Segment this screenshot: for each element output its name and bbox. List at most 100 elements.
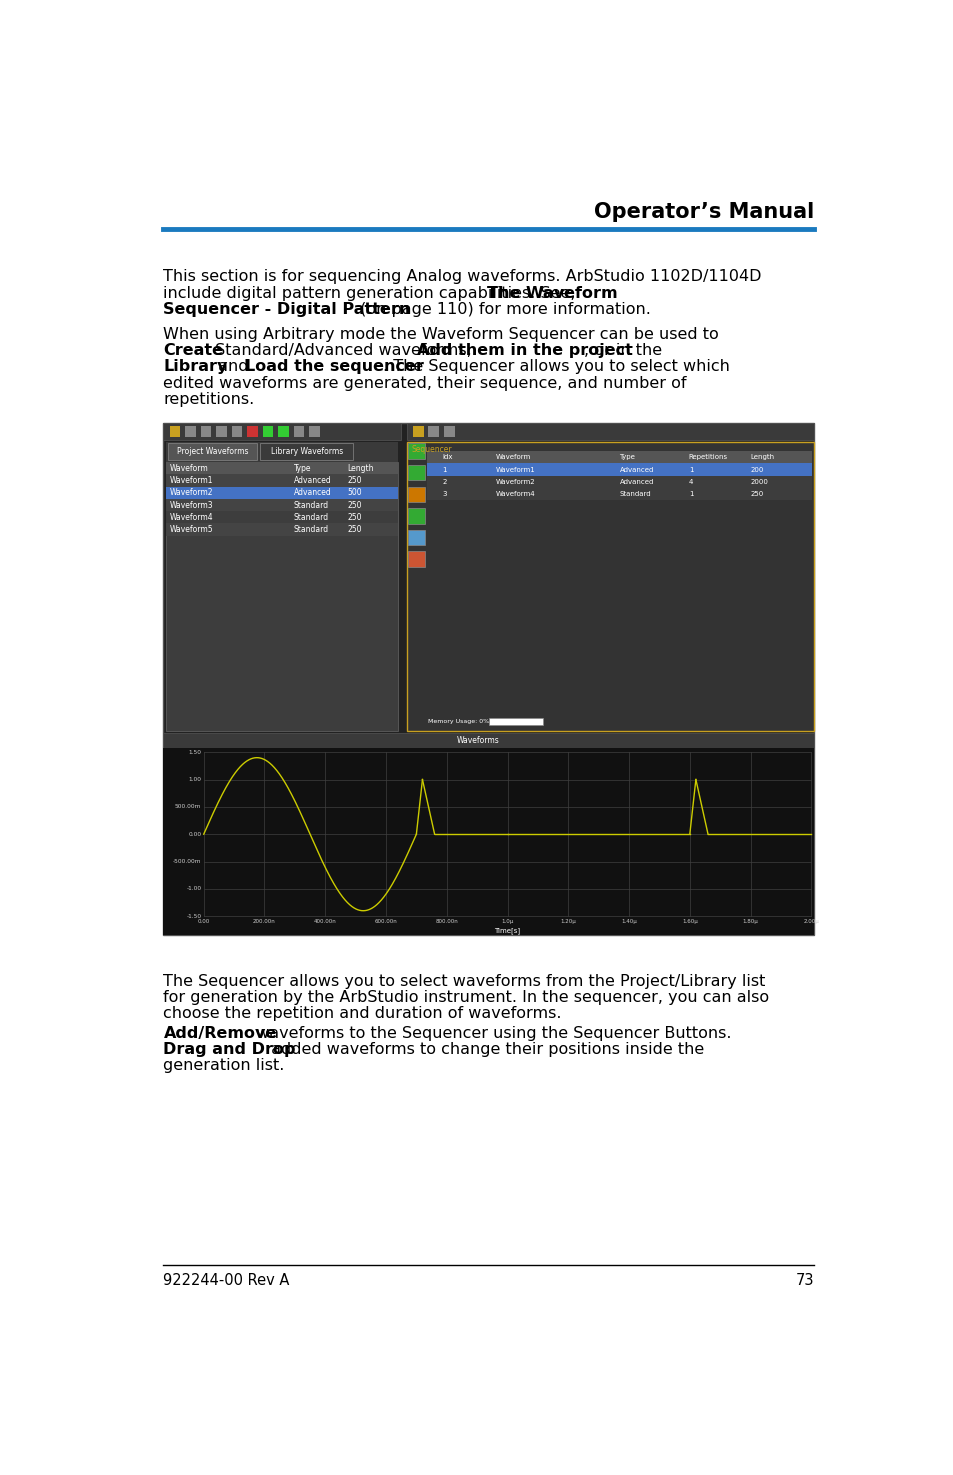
Text: Create: Create (163, 344, 223, 358)
Bar (247, 426, 257, 437)
Bar (428, 426, 439, 437)
Text: (on page 110) for more information.: (on page 110) for more information. (355, 302, 650, 317)
Text: Standard: Standard (294, 525, 329, 534)
Text: 1.00: 1.00 (188, 777, 201, 782)
Bar (408, 552, 425, 566)
Text: Waveform4: Waveform4 (170, 513, 213, 522)
Text: generation list.: generation list. (163, 1058, 285, 1072)
Bar (427, 451, 811, 463)
Text: 4: 4 (688, 479, 693, 485)
Text: Idx: Idx (442, 454, 453, 460)
Bar (309, 426, 319, 437)
Text: When using Arbitrary mode the Waveform Sequencer can be used to: When using Arbitrary mode the Waveform S… (163, 327, 719, 342)
Text: Time[s]: Time[s] (494, 926, 520, 934)
Bar (163, 748, 814, 935)
Text: 600.00n: 600.00n (375, 919, 397, 925)
Text: . The Sequencer allows you to select which: . The Sequencer allows you to select whi… (383, 360, 730, 375)
Bar (216, 426, 227, 437)
Text: and: and (213, 360, 253, 375)
Text: Length: Length (750, 454, 774, 460)
Text: -1.00: -1.00 (186, 886, 201, 891)
Text: 1.60μ: 1.60μ (681, 919, 697, 925)
Text: 500: 500 (347, 488, 361, 497)
Bar (163, 423, 814, 935)
Text: Project Waveforms: Project Waveforms (176, 447, 248, 456)
Text: Repetitions: Repetitions (688, 454, 727, 460)
Bar (443, 426, 455, 437)
Bar (427, 463, 811, 476)
Bar (232, 426, 242, 437)
Text: 73: 73 (795, 1273, 814, 1288)
Text: Standard: Standard (618, 491, 651, 497)
Text: 0.00: 0.00 (197, 919, 210, 925)
Bar (294, 426, 304, 437)
Text: Library: Library (163, 360, 228, 375)
Bar (166, 487, 397, 499)
Bar (488, 717, 542, 726)
Bar (408, 507, 425, 524)
Bar (408, 465, 425, 481)
Bar (262, 426, 274, 437)
Text: -1.50: -1.50 (186, 913, 201, 919)
Text: edited waveforms are generated, their sequence, and number of: edited waveforms are generated, their se… (163, 376, 686, 391)
Text: 500.00m: 500.00m (174, 804, 201, 810)
Bar (166, 462, 397, 730)
Text: Load the sequencer: Load the sequencer (245, 360, 423, 375)
Text: 1.80μ: 1.80μ (742, 919, 758, 925)
Text: 200.00n: 200.00n (253, 919, 275, 925)
Text: -500.00m: -500.00m (172, 858, 201, 864)
Text: 1.20μ: 1.20μ (559, 919, 576, 925)
Text: Advanced: Advanced (618, 479, 653, 485)
Text: 400.00n: 400.00n (314, 919, 336, 925)
Text: 3: 3 (442, 491, 446, 497)
Text: 250: 250 (347, 476, 361, 485)
Bar (170, 426, 180, 437)
Text: Waveform2: Waveform2 (496, 479, 536, 485)
Bar (278, 426, 289, 437)
Bar (166, 499, 397, 512)
Bar (163, 733, 814, 748)
Text: 2: 2 (442, 479, 446, 485)
Text: 1: 1 (688, 466, 693, 472)
Text: Waveforms: Waveforms (456, 736, 498, 745)
Text: Advanced: Advanced (294, 476, 331, 485)
Text: Standard: Standard (294, 500, 329, 509)
Bar (408, 444, 425, 459)
Bar (413, 426, 423, 437)
Bar (406, 423, 814, 441)
Text: 922244-00 Rev A: 922244-00 Rev A (163, 1273, 290, 1288)
Bar (408, 487, 425, 502)
Text: waveforms to the Sequencer using the Sequencer Buttons.: waveforms to the Sequencer using the Seq… (251, 1025, 731, 1040)
Text: Length: Length (347, 463, 374, 472)
Text: include digital pattern generation capabilities. See,: include digital pattern generation capab… (163, 286, 580, 301)
Text: Sequencer: Sequencer (411, 445, 452, 454)
Text: The Sequencer allows you to select waveforms from the Project/Library list: The Sequencer allows you to select wavef… (163, 974, 765, 988)
Text: Advanced: Advanced (294, 488, 331, 497)
Bar (200, 426, 212, 437)
Text: 1.50: 1.50 (188, 749, 201, 755)
Text: Memory Usage: 0%: Memory Usage: 0% (428, 718, 489, 724)
Text: 200: 200 (750, 466, 763, 472)
Text: Waveform3: Waveform3 (170, 500, 213, 509)
Bar (166, 462, 397, 475)
Bar (168, 444, 257, 460)
Bar (166, 512, 397, 524)
Text: 1.40μ: 1.40μ (620, 919, 637, 925)
Bar (163, 423, 400, 441)
Text: Waveform: Waveform (170, 463, 208, 472)
Text: Waveform1: Waveform1 (170, 476, 213, 485)
Text: for generation by the ArbStudio instrument. In the sequencer, you can also: for generation by the ArbStudio instrume… (163, 990, 769, 1004)
Text: added waveforms to change their positions inside the: added waveforms to change their position… (266, 1041, 703, 1056)
Bar (166, 475, 397, 487)
Text: 250: 250 (347, 513, 361, 522)
Text: Advanced: Advanced (618, 466, 653, 472)
Text: Operator’s Manual: Operator’s Manual (594, 202, 814, 221)
Text: 250: 250 (347, 525, 361, 534)
Text: 2.00μ: 2.00μ (802, 919, 819, 925)
Text: choose the repetition and duration of waveforms.: choose the repetition and duration of wa… (163, 1006, 561, 1021)
Text: Waveform4: Waveform4 (496, 491, 536, 497)
Text: Standard/Advanced waveforms,: Standard/Advanced waveforms, (210, 344, 476, 358)
Bar (166, 442, 397, 462)
Bar (260, 444, 353, 460)
Bar (408, 530, 425, 546)
